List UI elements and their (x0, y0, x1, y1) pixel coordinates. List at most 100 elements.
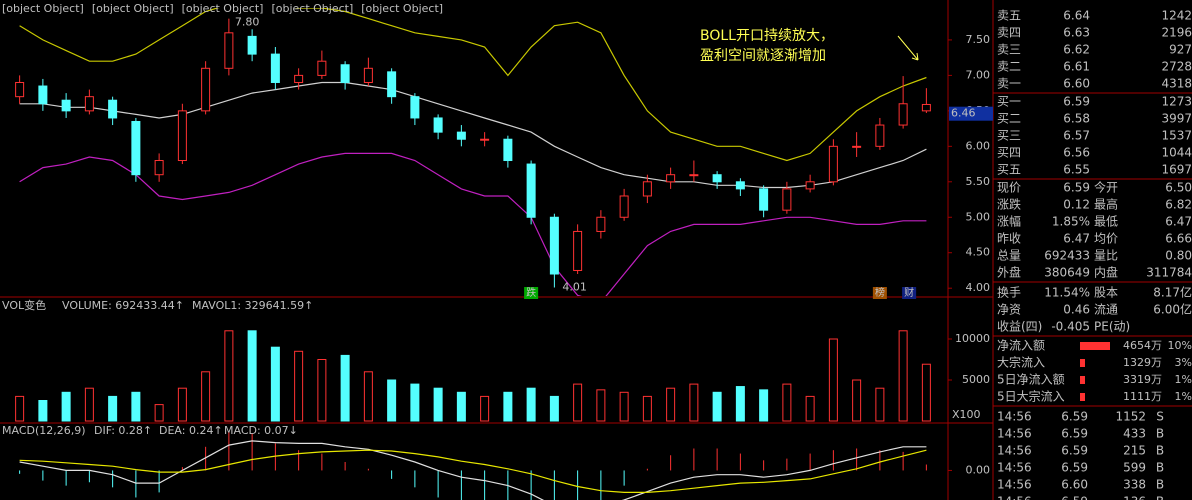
line (19, 152, 927, 296)
book-price: 6.58 (1063, 112, 1090, 126)
trade-side: S (1156, 410, 1164, 424)
y-tick-label: 10000 (955, 332, 990, 345)
flow-value: 1329万 (1123, 356, 1162, 369)
volume-bar (852, 379, 862, 422)
y-tick-label: 6.00 (966, 139, 991, 152)
volume-bar (503, 391, 513, 422)
candle-body (503, 138, 513, 162)
flow-label: 5日净流入额 (997, 373, 1065, 387)
book-label: 卖五 (997, 9, 1021, 23)
quote-label: 最高 (1094, 197, 1118, 212)
flow-pct: 1% (1175, 390, 1192, 403)
trade-side: B (1156, 427, 1164, 441)
candle-body (619, 195, 629, 218)
panel (15, 8, 931, 296)
quote-value: 0.80 (1165, 249, 1192, 263)
panel-label: DIF: 0.28↑ (94, 424, 152, 437)
book-label: 买三 (997, 129, 1021, 143)
finance-cell: 收益(四) (997, 320, 1042, 334)
volume-bar (177, 387, 187, 422)
finance-cell: 股本 (1094, 286, 1118, 300)
volume-bar (712, 391, 722, 422)
quote-label: 涨跌 (997, 197, 1021, 212)
volume-bar (84, 387, 94, 422)
candle-body (177, 110, 187, 162)
volume-bar (270, 346, 280, 422)
candle-body (549, 216, 559, 275)
annotation: BOLL开口持续放大， (700, 27, 834, 44)
candle-body (61, 99, 71, 112)
candle-body (666, 174, 676, 183)
book-price: 6.55 (1063, 163, 1090, 177)
quote-label: 今开 (1094, 180, 1118, 195)
trade-time: 14:56 (997, 427, 1032, 441)
candle-body (131, 120, 141, 176)
volume-bar (735, 386, 745, 422)
unit: X100 (952, 408, 981, 421)
finance-cell: 0.46 (1063, 303, 1090, 317)
flow-pct: 3% (1175, 356, 1192, 369)
trade-volume: 215 (1123, 444, 1146, 458)
candle-body (108, 99, 118, 119)
y-tick-label: 5.00 (966, 210, 991, 223)
quote-label: 昨收 (997, 232, 1021, 246)
high-label: 7.80 (235, 16, 260, 29)
volume-bar (410, 383, 420, 422)
y-tick-label: 7.00 (966, 68, 991, 81)
candle-body (363, 67, 373, 83)
quote-value: 380649 (1044, 266, 1090, 280)
volume-bar (480, 395, 490, 422)
candle-body (921, 103, 931, 112)
volume-bar (131, 391, 141, 422)
book-volume: 927 (1169, 43, 1192, 57)
book-price: 6.56 (1063, 146, 1090, 160)
header-item: [object Object] (2, 2, 84, 15)
book-price: 6.61 (1063, 60, 1090, 74)
trade-time: 14:56 (997, 461, 1032, 475)
trade-volume: 599 (1123, 461, 1146, 475)
quote-value: 6.47 (1063, 232, 1090, 246)
quote-value: 6.50 (1165, 181, 1192, 195)
trade-time: 14:56 (997, 410, 1032, 424)
book-label: 卖三 (997, 43, 1021, 57)
book-volume: 1044 (1161, 146, 1192, 160)
volume-bar (666, 387, 676, 422)
candle-body (805, 181, 815, 190)
volume-bar (201, 371, 211, 422)
candle-body (15, 81, 25, 98)
header-item: [object Object] (271, 2, 353, 15)
panel (19, 431, 927, 500)
quote-label: 均价 (1094, 232, 1118, 246)
badge-label: 财 (904, 286, 914, 299)
candle-body (759, 188, 769, 211)
trade-price: 6.59 (1061, 410, 1088, 424)
finance-cell: PE(动) (1094, 320, 1130, 334)
candle-body (526, 163, 536, 218)
book-volume: 2728 (1161, 60, 1192, 74)
header-item: [object Object] (92, 2, 174, 15)
volume-bar (549, 395, 559, 422)
annotation: 盈利空间就逐渐增加 (700, 48, 826, 64)
candle-body (875, 124, 885, 147)
flow-pct: 10% (1168, 339, 1192, 352)
line (19, 8, 927, 162)
volume-bar (619, 391, 629, 422)
book-label: 卖四 (997, 26, 1021, 40)
candle-body (410, 96, 420, 119)
flow-label: 5日大宗流入 (997, 389, 1065, 404)
flow-value: 3319万 (1123, 373, 1162, 386)
header-item: [object Object] (361, 2, 443, 15)
panel-title: MACD(12,26,9) (2, 424, 86, 437)
trade-volume: 136 (1123, 495, 1146, 500)
book-price: 6.60 (1063, 77, 1090, 91)
volume-bar (875, 387, 885, 422)
candle-body (433, 117, 443, 133)
volume-bar (921, 363, 931, 422)
book-label: 卖一 (997, 77, 1021, 91)
flow-label: 大宗流入 (997, 355, 1045, 370)
book-volume: 1273 (1161, 95, 1192, 109)
y-tick-label: 4.50 (966, 246, 991, 259)
y-tick-label: 7.50 (966, 33, 991, 46)
candle-body (689, 174, 699, 177)
quote-value: 6.47 (1165, 215, 1192, 229)
